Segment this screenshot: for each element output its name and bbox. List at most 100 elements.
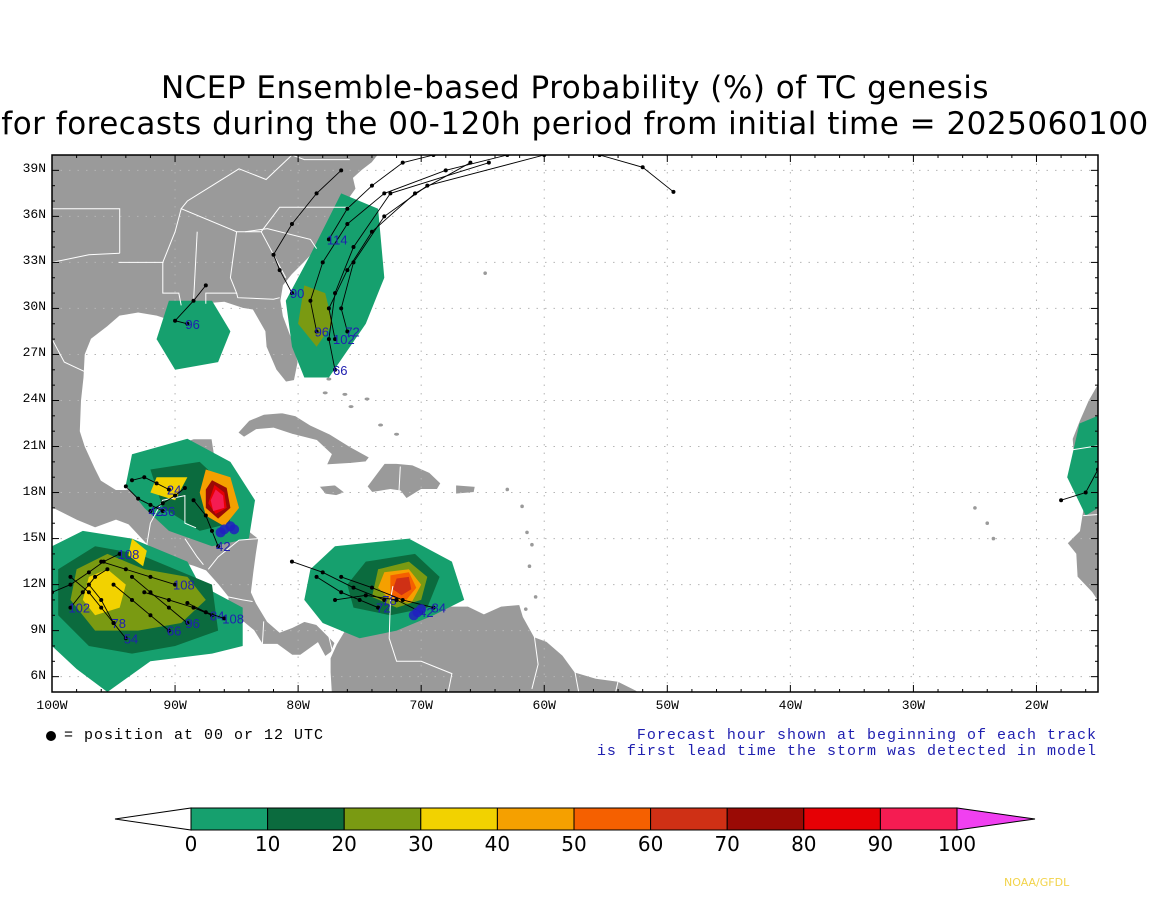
track-position-dot xyxy=(363,593,368,598)
track-start-hour-label: 96 xyxy=(185,317,199,332)
track-position-dot xyxy=(376,605,381,610)
boundary-line xyxy=(52,252,120,263)
track-start-hour-label: 78 xyxy=(112,616,126,631)
track-position-dot xyxy=(182,485,187,490)
track-position-dot xyxy=(640,165,645,170)
track-position-dot xyxy=(86,582,91,587)
bahamas-island xyxy=(326,377,332,381)
latitude-label: 6N xyxy=(30,667,46,683)
storm-track-line xyxy=(341,576,434,609)
track-position-dot xyxy=(142,590,147,595)
track-position-dot xyxy=(80,590,85,595)
boundary-line xyxy=(574,672,580,692)
track-position-dot xyxy=(166,487,171,492)
small-island xyxy=(533,595,538,599)
track-position-dot xyxy=(486,160,491,165)
probability-contour xyxy=(298,285,333,347)
longitude-label: 80W xyxy=(286,698,310,713)
track-position-dot xyxy=(339,306,344,311)
track-start-hour-label: 96 xyxy=(315,324,329,339)
track-position-dot xyxy=(345,222,350,227)
colorbar-label: 90 xyxy=(867,832,894,856)
track-position-dot xyxy=(425,183,430,188)
track-start-hour-label: 36 xyxy=(161,504,175,519)
small-island xyxy=(520,504,524,509)
longitude-label: 60W xyxy=(532,698,556,713)
small-island xyxy=(483,271,487,275)
genesis-cluster-marker xyxy=(215,527,226,538)
track-position-dot xyxy=(314,191,319,196)
boundary-line xyxy=(615,681,619,692)
track-position-dot xyxy=(99,605,104,610)
track-position-dot xyxy=(345,206,350,211)
track-position-dot xyxy=(136,496,141,501)
storm-track-line xyxy=(272,169,342,294)
colorbar-label: 0 xyxy=(184,832,198,856)
track-position-dot xyxy=(289,559,294,564)
colorbar-label: 50 xyxy=(561,832,587,856)
latitude-label: 21N xyxy=(22,437,46,453)
probability-contour xyxy=(392,576,412,596)
hispaniola-landmass xyxy=(366,462,442,500)
forecast-hour-note-line-1: Forecast hour shown at beginning of each… xyxy=(636,727,1097,744)
track-position-dot xyxy=(413,191,418,196)
track-start-hour-label: 66 xyxy=(167,624,181,639)
colorbar-label: 10 xyxy=(254,832,281,856)
track-position-dot xyxy=(129,597,134,602)
track-position-dot xyxy=(1059,498,1064,503)
small-island xyxy=(530,542,534,547)
colorbar-label: 60 xyxy=(637,832,664,856)
track-position-dot xyxy=(99,559,104,564)
track-position-dot xyxy=(277,268,282,273)
track-position-dot xyxy=(388,191,393,196)
colorbar-label: 70 xyxy=(714,832,740,856)
track-position-dot xyxy=(320,260,325,265)
map-title-line-2: for forecasts during the 00-120h period … xyxy=(1,106,1149,142)
track-position-dot xyxy=(326,237,331,242)
track-position-dot xyxy=(185,620,190,625)
track-start-hour-label: 108 xyxy=(173,578,195,593)
track-position-dot xyxy=(111,620,116,625)
track-position-dot xyxy=(216,544,221,549)
track-position-dot xyxy=(314,329,319,334)
latitude-label: 12N xyxy=(22,575,46,591)
track-position-dot xyxy=(333,597,338,602)
axis-ticks xyxy=(51,154,1098,693)
small-island xyxy=(505,487,510,492)
colorbar-label: 20 xyxy=(331,832,357,856)
track-position-dot xyxy=(160,501,165,506)
boundary-line xyxy=(162,206,350,263)
track-position-dot xyxy=(117,551,122,556)
boundary-line xyxy=(52,338,85,372)
track-position-dot xyxy=(369,183,374,188)
track-position-dot xyxy=(123,636,128,641)
storm-track-line xyxy=(125,486,164,512)
track-position-dot xyxy=(99,597,104,602)
track-position-dot xyxy=(148,590,153,595)
colorbar-label: 40 xyxy=(484,832,511,856)
track-position-dot xyxy=(289,291,294,296)
latitude-label: 33N xyxy=(22,253,46,269)
storm-track-line xyxy=(113,584,170,631)
track-position-dot xyxy=(111,582,116,587)
storm-track-line xyxy=(334,594,422,613)
track-start-hour-label: 54 xyxy=(124,631,138,646)
probability-shading xyxy=(52,193,1098,692)
track-start-hour-label: 78 xyxy=(382,593,396,608)
track-start-hour-label: 66 xyxy=(333,363,347,378)
boundary-line xyxy=(388,586,453,692)
storm-track-line xyxy=(328,162,490,370)
track-position-dot xyxy=(160,508,165,513)
track-start-hour-label: 42 xyxy=(216,539,230,554)
track-position-dot xyxy=(191,498,196,503)
track-position-dot xyxy=(339,574,344,579)
track-position-dot xyxy=(68,582,73,587)
track-position-dot xyxy=(320,570,325,575)
small-island xyxy=(525,530,529,535)
track-position-dot xyxy=(333,367,338,372)
storm-track-line xyxy=(70,576,114,624)
storm-track-line xyxy=(291,561,385,601)
storm-track-line xyxy=(150,487,186,512)
longitude-label: 20W xyxy=(1024,698,1049,713)
track-position-dot xyxy=(326,337,331,342)
